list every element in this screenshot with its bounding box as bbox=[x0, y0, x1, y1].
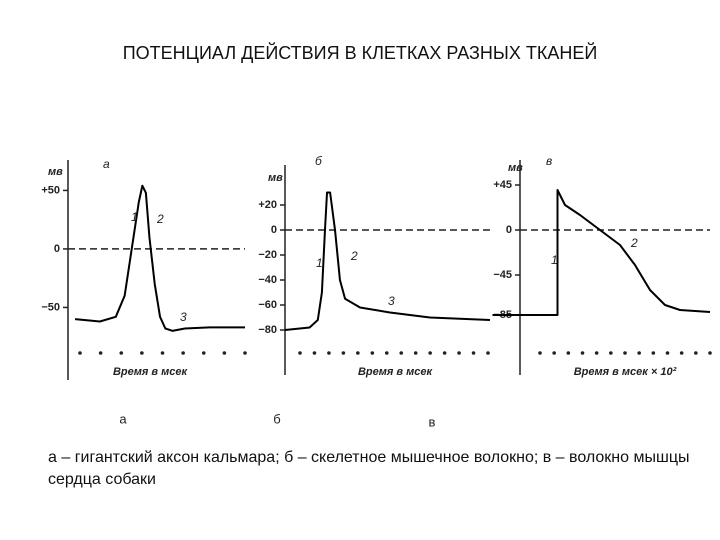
y-tick-label: −45 bbox=[493, 269, 512, 281]
time-marker bbox=[694, 351, 698, 355]
time-marker bbox=[370, 351, 375, 355]
y-tick-label: −80 bbox=[258, 324, 277, 336]
y-tick-label: +50 bbox=[41, 184, 60, 196]
panel-caption: б bbox=[273, 411, 280, 426]
time-marker bbox=[651, 351, 656, 355]
time-marker bbox=[679, 351, 684, 355]
charts: а б в +50 0 −50 а мв Время в мсек 1 2 3 +20 0 −20 −40 −6… bbox=[41, 154, 712, 429]
time-marker bbox=[594, 351, 599, 355]
y-tick-label: −50 bbox=[41, 301, 60, 313]
y-unit: мв bbox=[48, 166, 63, 178]
time-marker bbox=[623, 351, 627, 355]
time-marker bbox=[356, 351, 360, 355]
y-tick-label: −40 bbox=[258, 274, 277, 286]
panel-caption: а bbox=[119, 411, 127, 426]
time-marker bbox=[327, 351, 331, 355]
annotation: 3 bbox=[180, 310, 187, 324]
time-marker bbox=[457, 351, 461, 355]
time-marker bbox=[181, 351, 185, 355]
time-marker bbox=[566, 351, 571, 355]
caption: а – гигантский аксон кальмара; б – скеле… bbox=[48, 449, 690, 488]
annotation: 2 bbox=[350, 249, 358, 263]
panel-label: а bbox=[103, 157, 110, 171]
panel-caption: в bbox=[429, 414, 436, 429]
time-marker bbox=[243, 351, 247, 355]
time-marker bbox=[160, 351, 165, 355]
panel-label: б bbox=[315, 154, 323, 168]
time-marker bbox=[609, 351, 613, 355]
y-tick-label: +20 bbox=[258, 199, 277, 211]
time-marker bbox=[538, 351, 542, 355]
time-marker bbox=[78, 351, 82, 355]
time-marker bbox=[98, 351, 103, 355]
annotation: 1 bbox=[131, 210, 138, 224]
panel-label: в bbox=[546, 154, 552, 168]
time-marker bbox=[399, 351, 404, 355]
x-label: Время в мсек × 10² bbox=[574, 366, 677, 378]
y-tick-label: 0 bbox=[271, 224, 277, 236]
trace bbox=[284, 191, 491, 331]
slide-title: ПОТЕНЦИАЛ ДЕЙСТВИЯ В КЛЕТКАХ РАЗНЫХ ТКАН… bbox=[122, 43, 598, 63]
y-tick-label: +45 bbox=[493, 179, 512, 191]
annotation: 1 bbox=[551, 253, 558, 267]
time-marker bbox=[552, 351, 556, 355]
time-marker bbox=[222, 351, 227, 355]
annotation: 2 bbox=[156, 212, 164, 226]
y-unit: мв bbox=[508, 162, 523, 174]
annotation: 3 bbox=[388, 294, 395, 308]
y-tick-label: 0 bbox=[506, 224, 512, 236]
x-label: Время в мсек bbox=[113, 366, 189, 378]
y-tick-label: −60 bbox=[258, 299, 277, 311]
time-marker bbox=[665, 351, 670, 355]
time-marker bbox=[312, 351, 317, 355]
time-marker bbox=[140, 351, 144, 355]
trace bbox=[492, 189, 711, 316]
y-tick-label: −20 bbox=[258, 249, 277, 261]
time-marker bbox=[708, 351, 712, 355]
time-marker bbox=[201, 351, 206, 355]
time-marker bbox=[341, 351, 346, 355]
trace bbox=[74, 184, 245, 332]
time-marker bbox=[428, 351, 432, 355]
y-tick-label: 0 bbox=[54, 243, 60, 255]
time-marker bbox=[580, 351, 585, 355]
x-label: Время в мсек bbox=[358, 366, 434, 378]
time-marker bbox=[471, 351, 476, 355]
time-marker bbox=[637, 351, 641, 355]
annotation: 2 bbox=[630, 236, 638, 250]
time-marker bbox=[486, 351, 490, 355]
time-marker bbox=[413, 351, 418, 355]
annotation: 1 bbox=[316, 256, 323, 270]
time-marker bbox=[442, 351, 447, 355]
y-unit: мв bbox=[268, 172, 283, 184]
time-marker bbox=[119, 351, 124, 355]
time-marker bbox=[384, 351, 389, 355]
time-marker bbox=[298, 351, 302, 355]
